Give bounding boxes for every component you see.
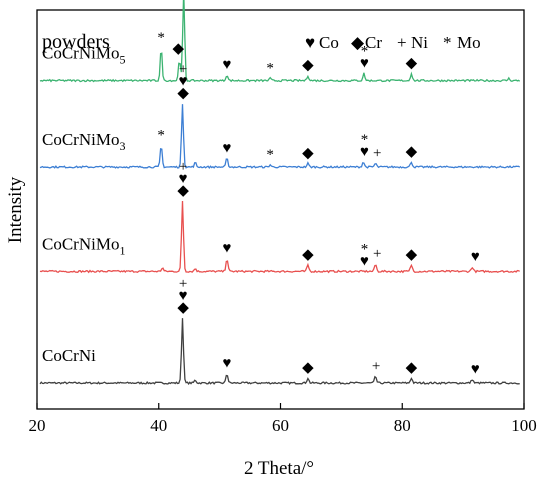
x-axis-ticks: 20 40 60 80 100 [29, 403, 537, 435]
phase-marker: ◆ [177, 86, 189, 102]
phase-marker: ♥ [471, 249, 480, 265]
phase-marker: ◆ [302, 360, 314, 376]
series-label: CoCrNi [42, 346, 96, 365]
phase-marker: * [361, 132, 369, 148]
panel-label: powders [42, 31, 110, 53]
series-line [39, 200, 520, 274]
phase-marker: ◆ [406, 55, 418, 71]
phase-marker: + [179, 62, 187, 78]
phase-marker: ◆ [302, 247, 314, 263]
phase-marker: + [179, 276, 187, 292]
phase-marker: ♥ [179, 171, 188, 187]
phase-marker: ◆ [406, 247, 418, 263]
phase-marker: + [373, 145, 381, 161]
x-tick-label: 60 [272, 416, 289, 435]
phase-marker: ◆ [302, 58, 314, 74]
phase-marker: ♥ [360, 55, 369, 71]
phase-marker: + [373, 246, 381, 262]
marker-layer: ◆♥+♥◆+◆♥◆♥+♥◆♥*+◆♥*◆♥+♥*◆♥*+◆*◆◆♥+♥*◆♥*◆ [157, 30, 480, 377]
series-label-subscript: 3 [119, 139, 125, 153]
phase-marker: ◆ [177, 300, 189, 316]
x-axis-title: 2 Theta/° [244, 458, 314, 479]
series-label: CoCrNiMo3 [42, 130, 125, 153]
phase-marker: + [179, 159, 187, 175]
legend-label: Ni [411, 33, 428, 52]
legend-symbol: * [443, 33, 452, 52]
phase-marker: * [361, 43, 369, 59]
phase-marker: ♥ [222, 240, 231, 256]
phase-marker: * [361, 241, 369, 257]
legend-label: Co [319, 33, 339, 52]
phase-marker: ◆ [302, 145, 314, 161]
y-axis-title: Intensity [5, 176, 26, 243]
phase-marker: ♥ [471, 361, 480, 377]
phase-marker: ♥ [360, 144, 369, 160]
phase-marker: ♥ [222, 356, 231, 372]
x-tick-label: 80 [394, 416, 411, 435]
phase-marker: ♥ [360, 253, 369, 269]
legend-symbol: + [397, 33, 407, 52]
series-line [39, 318, 520, 386]
phase-marker: * [157, 30, 165, 46]
legend-label: Mo [457, 33, 481, 52]
series-label-subscript: 1 [119, 243, 125, 257]
phase-marker: ♥ [222, 57, 231, 73]
phase-marker: ♥ [179, 288, 188, 304]
legend-symbol: ♥ [305, 33, 315, 52]
legend-symbol: ◆ [351, 33, 365, 52]
x-tick-label: 100 [511, 416, 537, 435]
phase-marker: ♥ [179, 74, 188, 90]
series-line [39, 0, 521, 83]
phase-marker: ◆ [406, 360, 418, 376]
phase-marker: ◆ [406, 144, 418, 160]
series-line [39, 104, 521, 170]
plot-frame [36, 9, 525, 410]
phase-marker: * [266, 147, 274, 163]
phase-marker: ◆ [172, 41, 184, 57]
phase-marker: ◆ [177, 183, 189, 199]
legend: ♥ Co ◆ Cr + Ni * Mo [305, 33, 481, 52]
phase-marker: * [266, 60, 274, 76]
phase-marker: + [372, 359, 380, 375]
phase-marker: ♥ [222, 140, 231, 156]
series-label-subscript: 5 [119, 53, 125, 67]
x-tick-label: 20 [29, 416, 46, 435]
phase-marker: * [157, 127, 165, 143]
legend-label: Cr [365, 33, 382, 52]
series-label: CoCrNiMo1 [42, 234, 125, 257]
series-label: CoCrNiMo5 [42, 44, 125, 67]
x-tick-label: 40 [150, 416, 167, 435]
